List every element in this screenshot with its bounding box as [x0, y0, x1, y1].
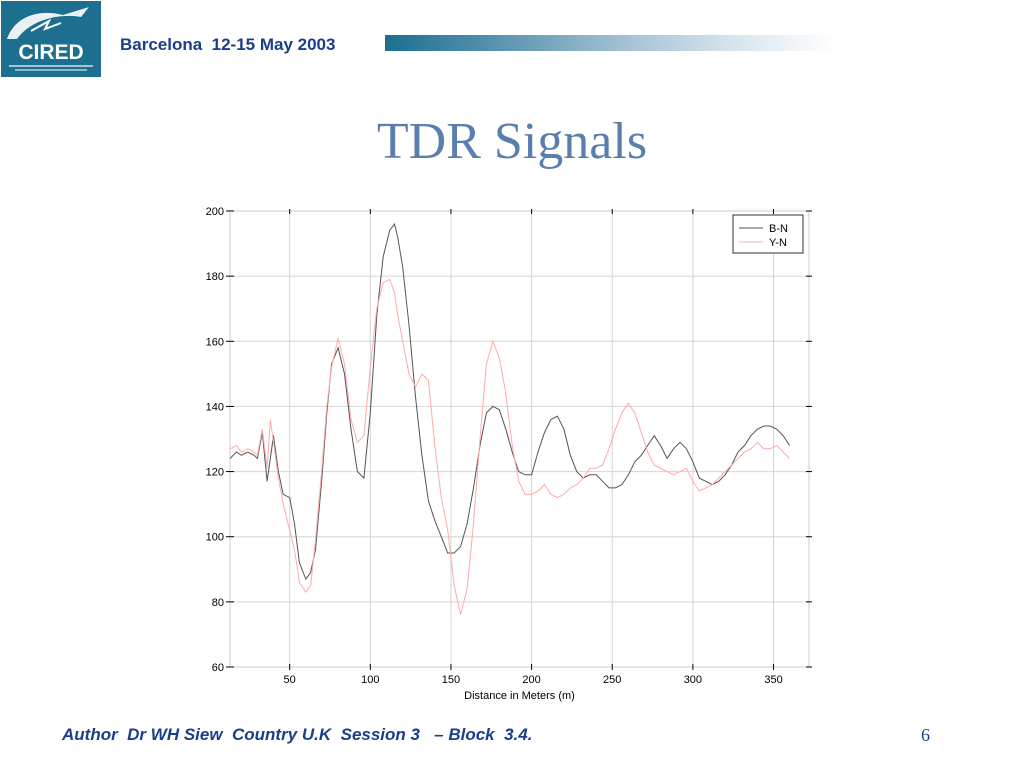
x-tick-label: 200: [522, 674, 540, 686]
plot-frame: [229, 210, 810, 668]
legend-label: B-N: [769, 223, 788, 235]
y-tick-label: 80: [212, 597, 224, 609]
x-axis-label: Distance in Meters (m): [464, 690, 575, 702]
legend: B-N Y-N: [732, 214, 804, 254]
legend-label: Y-N: [769, 237, 787, 249]
header-gradient-bar: [385, 35, 835, 51]
page-number: 6: [921, 725, 930, 745]
series-lines: [229, 222, 791, 616]
legend-box: [732, 214, 804, 254]
axes: 60 80 100 120 140 160 180 200 50 100 150 200 250 300 3…: [206, 206, 812, 686]
y-tick-label: 200: [206, 206, 224, 218]
y-tick-label: 60: [212, 662, 224, 674]
y-tick-label: 140: [206, 401, 224, 413]
grid-lines: [230, 210, 809, 668]
x-tick-label: 300: [684, 674, 702, 686]
y-tick-label: 120: [206, 467, 224, 479]
x-tick-label: 150: [442, 674, 460, 686]
series-line-y-n: [229, 278, 790, 616]
conference-label: Barcelona 12-15 May 2003: [120, 35, 336, 54]
series-line-b-n: [229, 222, 791, 581]
x-tick-label: 50: [284, 674, 296, 686]
footer-author: Author Dr WH Siew Country U.K Session 3 …: [62, 725, 533, 744]
y-tick-label: 160: [206, 336, 224, 348]
x-tick-label: 350: [764, 674, 782, 686]
y-tick-label: 100: [206, 532, 224, 544]
y-tick-label: 180: [206, 271, 224, 283]
cired-logo: CIRED: [1, 1, 101, 77]
tdr-line-chart: 60 80 100 120 140 160 180 200 50 100 150 200 250 300 3…: [206, 206, 812, 702]
svg-text:CIRED: CIRED: [18, 41, 83, 64]
x-tick-label: 250: [603, 674, 621, 686]
x-tick-label: 100: [361, 674, 379, 686]
slide-title: TDR Signals: [376, 113, 648, 170]
